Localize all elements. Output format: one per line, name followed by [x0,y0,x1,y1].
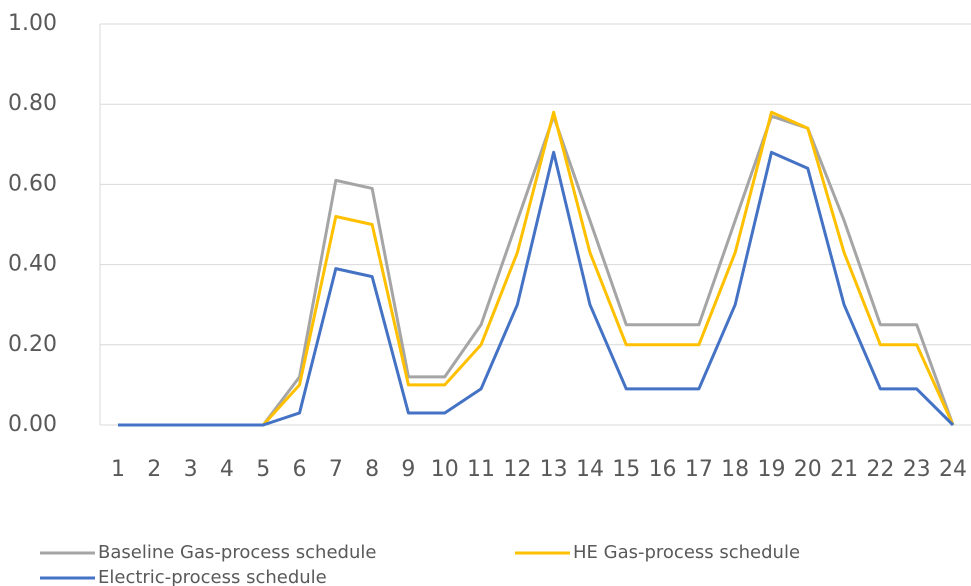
x-tick-label: 19 [757,457,785,482]
x-tick-label: 23 [903,457,931,482]
legend-label: HE Gas-process schedule [573,542,800,563]
x-tick-label: 17 [685,457,713,482]
x-tick-label: 6 [293,457,307,482]
x-tick-label: 11 [467,457,495,482]
series-line [118,110,955,427]
x-tick-label: 14 [576,457,604,482]
x-tick-label: 18 [721,457,749,482]
x-tick-label: 24 [939,457,967,482]
x-tick-label: 8 [365,457,379,482]
series-line [118,150,955,427]
x-tick-label: 12 [503,457,531,482]
x-tick-label: 15 [612,457,640,482]
y-tick-label: 0.00 [8,412,57,437]
y-tick-label: 0.60 [8,171,57,196]
x-tick-label: 21 [830,457,858,482]
x-tick-label: 10 [431,457,459,482]
y-tick-label: 0.20 [8,332,57,357]
legend-label: Baseline Gas-process schedule [98,542,376,563]
x-tick-label: 13 [540,457,568,482]
y-tick-label: 1.00 [8,11,57,36]
x-tick-label: 16 [649,457,677,482]
legend-label: Electric-process schedule [98,567,327,586]
x-tick-label: 3 [184,457,198,482]
x-tick-label: 22 [866,457,894,482]
series-line [118,114,955,427]
y-tick-label: 0.40 [8,252,57,277]
x-tick-label: 4 [220,457,234,482]
y-tick-label: 0.80 [8,91,57,116]
x-tick-label: 1 [111,457,125,482]
x-tick-label: 7 [329,457,343,482]
x-tick-label: 2 [147,457,161,482]
x-tick-label: 9 [401,457,415,482]
x-tick-label: 20 [794,457,822,482]
x-tick-label: 5 [256,457,270,482]
